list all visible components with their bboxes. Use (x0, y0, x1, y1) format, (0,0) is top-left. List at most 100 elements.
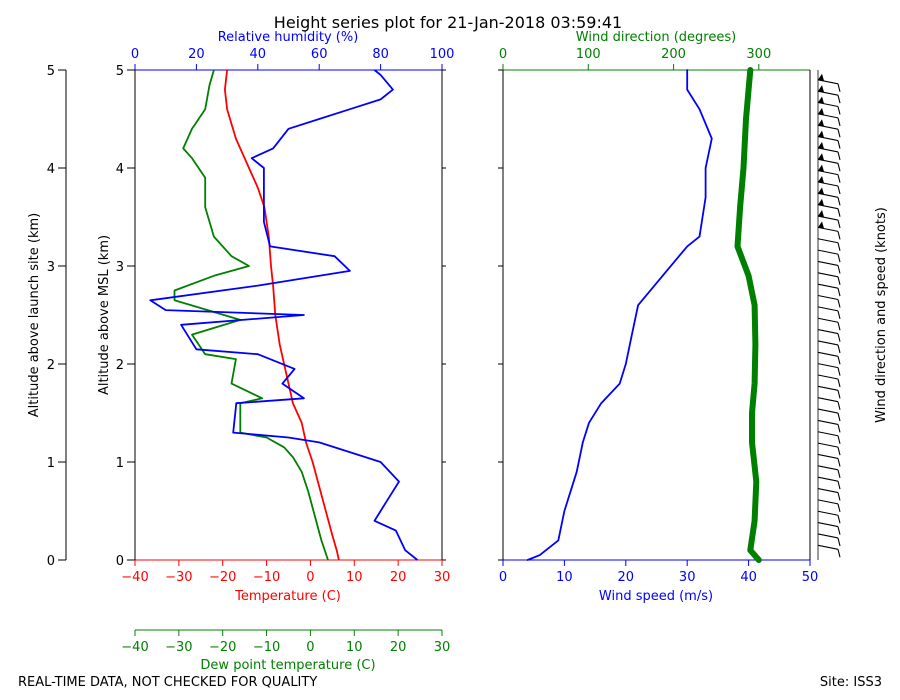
wind-barb (817, 130, 841, 149)
barb-shaft (817, 499, 839, 505)
barb-shaft (817, 294, 839, 301)
barb-shaft (817, 306, 839, 312)
barb-shaft (817, 260, 839, 266)
wind-barb (817, 351, 841, 365)
barb-shaft (817, 533, 839, 539)
wind_direction-series-line (734, 67, 762, 563)
y-tick-label: 5 (116, 64, 124, 79)
barb-shaft (817, 431, 839, 437)
barb-pennant (818, 175, 824, 183)
barb-shaft (817, 215, 839, 221)
wind-barb (817, 419, 841, 433)
barb-feather (837, 185, 841, 195)
barb-feather (837, 333, 841, 342)
wind-barb (817, 272, 841, 285)
temperature-tick-label: 10 (346, 570, 363, 585)
humidity-tick-label: 100 (430, 47, 455, 62)
barb-feather (837, 231, 841, 240)
wind-barb (817, 107, 841, 126)
barb-feather (837, 288, 841, 297)
site-label: Site: ISS3 (820, 675, 882, 690)
barb-shaft (817, 522, 839, 528)
y-tick-label: 1 (116, 456, 124, 471)
wind_speed-series-line (526, 69, 713, 561)
wind-barb (817, 85, 841, 104)
wind-speed-tick-label: 20 (618, 570, 635, 585)
dewpoint-tick-label: 30 (434, 640, 451, 655)
barb-shaft (817, 147, 839, 153)
barb-feather (837, 367, 841, 376)
wind-barbs (817, 70, 841, 560)
wind-barb (817, 487, 841, 501)
temperature-tick-label: 0 (306, 570, 314, 585)
wind-barb (817, 533, 841, 547)
barb-pennant (818, 164, 824, 172)
barb-feather (837, 219, 841, 229)
outer-y-tick-label: 3 (47, 260, 55, 275)
wind-speed-tick-label: 50 (802, 570, 819, 585)
barb-shaft (817, 465, 839, 471)
wind-speed-tick-label: 10 (556, 570, 573, 585)
wind-barb (817, 329, 841, 342)
wind-barb (817, 499, 841, 513)
wind-barb (817, 249, 841, 263)
wind-barb (817, 294, 841, 308)
wind-barb (817, 260, 841, 274)
wind-barb (817, 210, 841, 229)
barb-pennant (818, 85, 824, 93)
barb-shaft (817, 283, 839, 289)
chart-title: Height series plot for 21-Jan-2018 03:59… (274, 13, 622, 32)
barb-shaft (817, 79, 839, 85)
barb-feather (837, 526, 841, 535)
barb-pennant (818, 187, 824, 195)
barb-feather (837, 378, 841, 388)
barb-shaft (817, 272, 839, 278)
dewpoint-tick-label: −30 (165, 640, 192, 655)
wind-speed-tick-label: 30 (679, 570, 696, 585)
barb-shaft (817, 158, 839, 164)
wind-barb (817, 476, 841, 490)
barb-pennant (818, 141, 824, 149)
barb-pennant (818, 221, 824, 229)
barb-shaft (817, 101, 839, 108)
barb-feather (837, 549, 841, 558)
barb-shaft (817, 170, 839, 176)
dewpoint-tick-label: 0 (306, 640, 314, 655)
dewpoint-tick-label: −10 (253, 640, 280, 655)
barb-feather (837, 481, 841, 490)
wind-barb (817, 510, 841, 524)
barb-shaft (817, 204, 839, 210)
humidity-tick-label: 60 (311, 47, 328, 62)
barb-shaft (817, 453, 839, 460)
wind-barb (817, 431, 841, 444)
wind-barb (817, 453, 841, 467)
temperature-tick-label: −10 (253, 570, 280, 585)
quality-note: REAL-TIME DATA, NOT CHECKED FOR QUALITY (18, 675, 317, 690)
humidity-tick-label: 20 (188, 47, 205, 62)
wind-barb (817, 153, 841, 172)
barb-shaft (817, 544, 839, 550)
wind-barb (817, 96, 841, 115)
barb-shaft (817, 419, 839, 425)
wind-barb (817, 164, 841, 183)
wind-barb (817, 408, 841, 422)
barb-feather (837, 492, 841, 501)
barb-shaft (817, 329, 839, 335)
humidity-tick-label: 40 (250, 47, 267, 62)
humidity-series-line (149, 69, 418, 561)
barb-shaft (817, 136, 839, 142)
barb-shaft (817, 181, 839, 187)
barb-feather (837, 412, 841, 422)
wind-barb (817, 363, 841, 376)
wind-barb (817, 340, 841, 354)
temperature-series-line (223, 69, 340, 561)
dewpoint-axis-label: Dew point temperature (C) (200, 658, 375, 673)
barb-shaft (817, 192, 839, 198)
wind-barb (817, 442, 841, 456)
y-tick-label: 2 (116, 358, 124, 373)
wind-barb (817, 141, 841, 161)
barb-feather (837, 265, 841, 274)
wind-speed-tick-label: 0 (499, 570, 507, 585)
barb-feather (837, 129, 841, 138)
